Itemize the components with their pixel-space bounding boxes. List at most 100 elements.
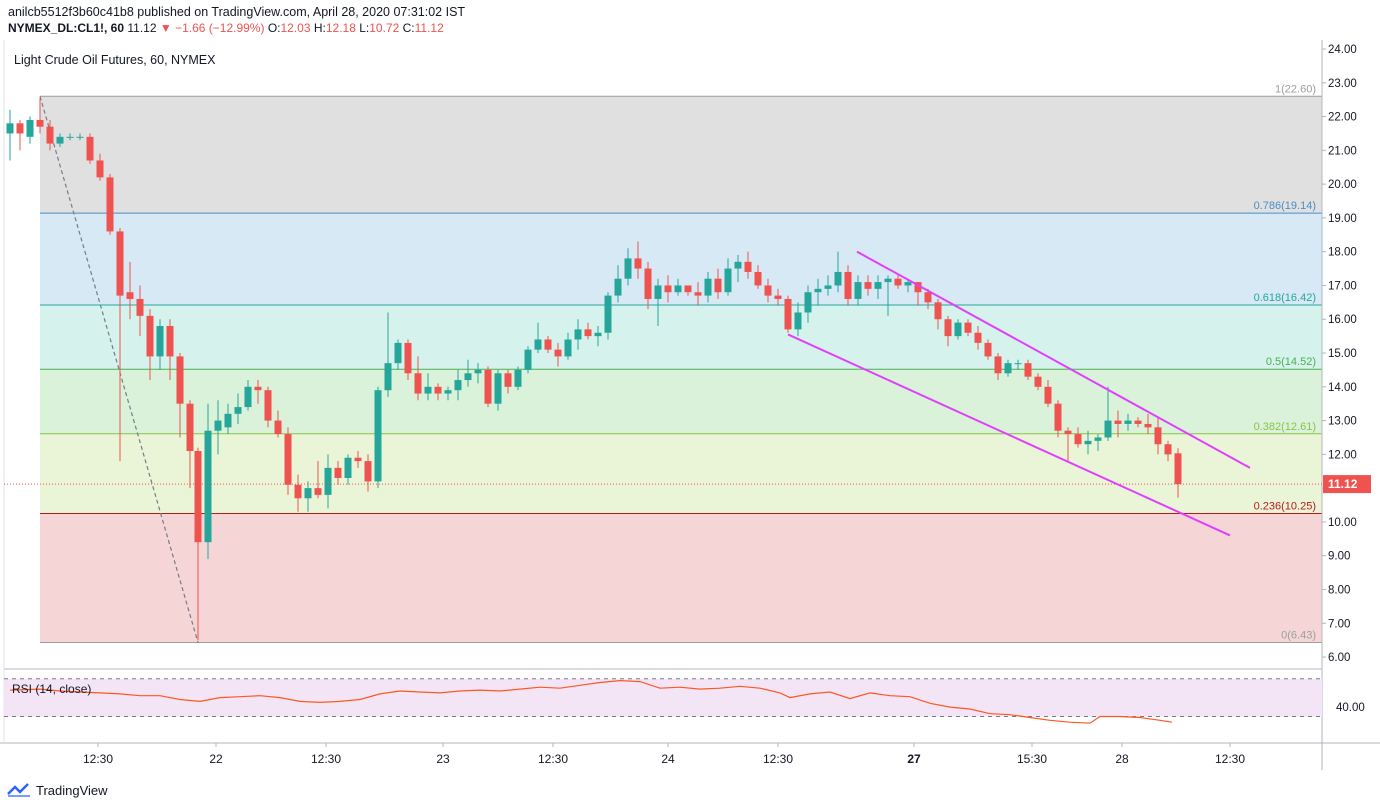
candle-body: [186, 403, 194, 451]
candle-up: [734, 255, 742, 283]
candle-up: [904, 278, 912, 293]
candle-down: [294, 474, 302, 512]
candle-down: [264, 386, 272, 428]
candle-down: [544, 336, 552, 354]
price-chart[interactable]: 1(22.60) 0.786(19.14) 0.618(16.42) 0.5(14.5…: [0, 0, 1380, 780]
candle-body: [194, 450, 202, 543]
price-tick-label: 15.00: [1328, 348, 1357, 360]
candle-body: [994, 356, 1002, 374]
fibonacci-retracement[interactable]: 1(22.60) 0.786(19.14) 0.618(16.42) 0.5(14.5…: [40, 83, 1322, 644]
candle-up: [884, 275, 892, 316]
candle-down: [1034, 373, 1042, 391]
candle-up: [384, 312, 392, 397]
time-tick-label: 12:30: [311, 752, 341, 766]
candle-body: [146, 315, 154, 357]
candle-body: [96, 160, 104, 178]
candle-body: [1134, 420, 1142, 424]
candle-down: [584, 322, 592, 340]
rsi-title: RSI (14, close): [12, 682, 91, 696]
candle-down: [1054, 400, 1062, 438]
candle-body: [654, 285, 662, 299]
fib-level-label: 0.618(16.42): [1254, 292, 1316, 304]
candle-up: [954, 319, 962, 340]
candle-body: [66, 136, 74, 138]
rsi-line: [9, 679, 1173, 724]
candle-up: [514, 366, 522, 391]
candle-down: [86, 133, 94, 164]
open-value: 12.03: [280, 21, 311, 35]
candle-body: [964, 322, 972, 333]
candle-down: [46, 119, 54, 151]
candle-body: [116, 231, 124, 296]
candle-up: [1014, 359, 1022, 370]
candle-up: [424, 373, 432, 401]
brand-name: TradingView: [36, 782, 108, 798]
candle-down: [194, 447, 202, 641]
candle-body: [334, 467, 342, 479]
candle-body: [56, 136, 64, 144]
tradingview-logo[interactable]: TradingView: [6, 782, 108, 798]
date-tick-label: 22: [209, 752, 223, 766]
symbol-name[interactable]: NYMEX_DL:CL1!, 60: [8, 21, 125, 35]
candle-down: [106, 173, 114, 235]
candle-down: [554, 342, 562, 367]
candle-up: [814, 278, 822, 306]
candle-up: [234, 393, 242, 424]
candle-body: [454, 380, 462, 391]
candle-up: [494, 369, 502, 411]
candle-down: [644, 261, 652, 310]
candle-body: [934, 302, 942, 320]
symbol-line: NYMEX_DL:CL1!, 60 11.12 ▼ −1.66 (−12.99%…: [8, 20, 465, 36]
candle-body: [46, 126, 54, 144]
candle-up: [1004, 359, 1012, 377]
candle-down: [1164, 440, 1172, 462]
candle-body: [176, 356, 184, 404]
fib-zone: [40, 305, 1322, 370]
candle-body: [6, 123, 14, 134]
candle-up: [624, 248, 632, 286]
candle-body: [814, 288, 822, 293]
candle-body: [584, 329, 592, 337]
candle-down: [1064, 427, 1072, 462]
candle-down: [984, 339, 992, 360]
candle-up: [574, 319, 582, 350]
channel-line[interactable]: [856, 250, 1251, 469]
candle-body: [574, 329, 582, 340]
candle-down: [864, 275, 872, 296]
candle-up: [304, 481, 312, 512]
candle-body: [534, 339, 542, 350]
fib-trend-line[interactable]: [39, 96, 199, 643]
candle-up: [474, 363, 482, 384]
candle-down: [664, 275, 672, 303]
candle-body: [524, 349, 532, 370]
falling-channel[interactable]: [787, 250, 1251, 537]
candle-up: [604, 292, 612, 340]
candle-up: [26, 116, 34, 144]
candle-body: [314, 488, 322, 495]
candle-body: [904, 282, 912, 286]
candle-body: [444, 390, 452, 394]
candle-body: [854, 282, 862, 299]
trend-line[interactable]: [39, 96, 199, 643]
candle-body: [424, 386, 432, 394]
time-axis[interactable]: 12:30 22 12:30 23 12:30 24 12:30 27 15:30 28 12:30: [83, 743, 1245, 766]
price-axis[interactable]: 24.00 23.00 22.00 21.00 20.00 19.00 18.00 17.00…: [1322, 44, 1371, 664]
time-tick-label: 12:30: [763, 752, 793, 766]
candle-body: [754, 271, 762, 286]
fib-level-label: 0.382(12.61): [1254, 421, 1316, 433]
high-value: 12.18: [325, 21, 356, 35]
candle-down: [964, 319, 972, 337]
candle-body: [784, 298, 792, 330]
price-tick-label: 19.00: [1328, 213, 1357, 225]
candle-up: [804, 285, 812, 323]
candle-body: [214, 420, 222, 431]
candle-down: [784, 295, 792, 333]
candle-up: [654, 278, 662, 326]
candle-up: [76, 133, 84, 141]
channel-line[interactable]: [787, 333, 1231, 537]
candle-body: [26, 119, 34, 137]
candle-body: [974, 332, 982, 343]
candle-body: [804, 292, 812, 313]
candle-up: [56, 133, 64, 147]
date-tick-label: 28: [1115, 752, 1129, 766]
